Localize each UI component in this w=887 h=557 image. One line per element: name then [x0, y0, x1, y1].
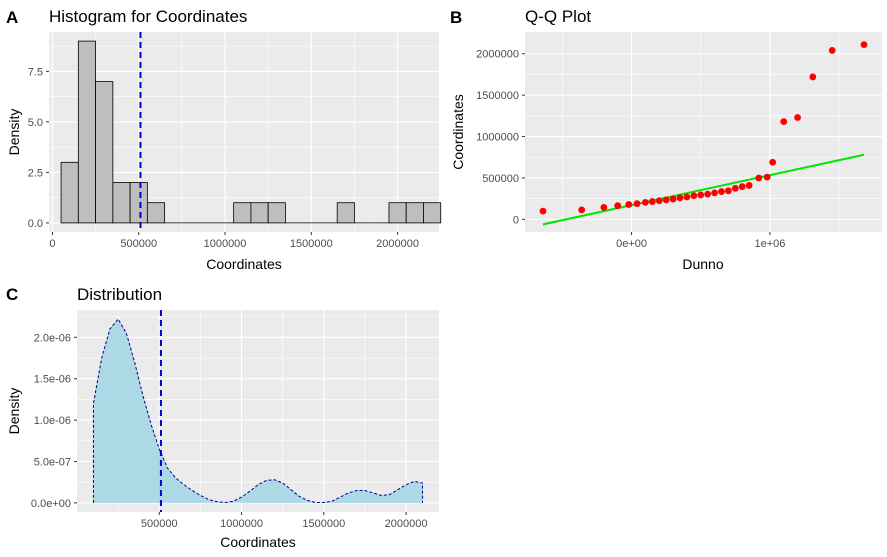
density-area: [92, 318, 424, 503]
qq-point: [683, 193, 691, 201]
qq-point: [690, 192, 698, 200]
qq-point: [860, 41, 868, 49]
y-tick-label: 1.0e-06: [34, 415, 71, 427]
y-tick-label: 1.5e-06: [34, 374, 71, 386]
panel-a-y-ticks: 0.0 2.5 5.0 7.5: [28, 66, 49, 230]
qq-point: [662, 196, 670, 204]
x-tick-label: 0: [49, 238, 55, 250]
qq-point: [711, 189, 718, 197]
qq-point: [539, 207, 547, 215]
qq-point: [625, 201, 633, 208]
panel-label-b: B: [450, 8, 462, 27]
qq-point: [704, 190, 712, 198]
qq-point: [633, 200, 641, 208]
qq-point: [718, 188, 725, 196]
x-tick-label: 2000000: [385, 518, 428, 530]
qq-point: [669, 195, 677, 203]
y-tick-label: 5.0: [28, 117, 43, 129]
panel-c-gridlines: [77, 310, 439, 512]
x-tick-label: 500000: [120, 238, 157, 250]
y-tick-label: 0.0e+00: [31, 498, 71, 510]
panel-c-title: Distribution: [77, 285, 162, 304]
panel-b-x-axis-title: Dunno: [682, 256, 723, 272]
panel-b-y-axis-title: Coordinates: [450, 94, 466, 170]
panel-a-x-axis-title: Coordinates: [206, 256, 282, 272]
qq-point: [578, 206, 586, 214]
x-tick-label: 1500000: [302, 518, 345, 530]
histogram-bar: [423, 202, 442, 224]
panel-b-y-ticks: 0 500000 1000000 1500000 2000000: [476, 49, 525, 226]
x-tick-label: 1000000: [204, 238, 247, 250]
qq-point: [600, 203, 608, 211]
qq-points: [539, 41, 868, 215]
qq-point: [828, 47, 836, 54]
density-fill: [93, 319, 423, 503]
histogram-bar: [95, 81, 114, 224]
y-tick-label: 500000: [482, 173, 519, 185]
panel-label-c: C: [6, 285, 18, 304]
qq-point: [769, 158, 777, 166]
histogram-bar: [112, 182, 131, 224]
qq-reference-line: [542, 153, 865, 226]
qq-point: [676, 194, 684, 202]
reference-line: [542, 153, 865, 226]
panel-c-y-ticks: 0.0e+00 5.0e-07 1.0e-06 1.5e-06 2.0e-06: [31, 332, 77, 510]
qq-point: [648, 198, 656, 205]
histogram-bar: [388, 202, 407, 224]
histogram-bar: [336, 202, 355, 224]
x-tick-label: 500000: [141, 518, 178, 530]
panel-b: B Q-Q Plot 0e+00 1e+06 0 500000 1000000 …: [450, 7, 882, 272]
x-tick-label: 1000000: [220, 518, 263, 530]
qq-point: [794, 114, 801, 121]
x-tick-label: 1500000: [290, 238, 333, 250]
y-tick-label: 2000000: [476, 49, 519, 61]
qq-point: [697, 191, 705, 199]
panel-b-background: [525, 32, 882, 232]
panel-c: C Distribution 500000 1000000 1500000 20…: [6, 285, 439, 550]
y-tick-label: 2.5: [28, 167, 43, 179]
panel-a-y-axis-title: Density: [6, 109, 22, 156]
histogram-bar: [129, 182, 148, 224]
qq-point: [655, 197, 663, 205]
qq-point: [641, 198, 649, 206]
qq-point: [725, 187, 732, 195]
panel-a-x-ticks: 0 500000 1000000 1500000 2000000: [49, 232, 419, 250]
qq-point: [614, 202, 622, 210]
qq-point: [763, 173, 771, 181]
x-tick-label: 0e+00: [616, 238, 647, 250]
histogram-bar: [146, 202, 166, 224]
histogram-bar: [267, 202, 286, 224]
histogram-bar: [77, 40, 96, 224]
histogram-bar: [60, 161, 79, 224]
qq-point: [780, 118, 788, 126]
x-tick-label: 1e+06: [754, 238, 785, 250]
panel-a: A Histogram for Coordinates 0 500000 100…: [6, 7, 442, 272]
y-tick-label: 5.0e-07: [34, 457, 71, 469]
y-tick-label: 0: [513, 214, 519, 226]
panel-label-a: A: [6, 8, 18, 27]
qq-point: [738, 183, 746, 191]
panel-b-title: Q-Q Plot: [525, 7, 591, 26]
qq-point: [745, 182, 753, 189]
histogram-bar: [250, 202, 269, 224]
panel-c-x-axis-title: Coordinates: [220, 534, 296, 550]
histogram-bars: [60, 40, 442, 224]
panel-c-x-ticks: 500000 1000000 1500000 2000000: [141, 512, 428, 530]
qq-point: [731, 184, 739, 192]
histogram-bar: [405, 202, 424, 224]
panel-b-x-ticks: 0e+00 1e+06: [616, 232, 785, 250]
panel-c-y-axis-title: Density: [6, 388, 22, 435]
y-tick-label: 1000000: [476, 132, 519, 144]
histogram-bar: [233, 202, 252, 224]
y-tick-label: 2.0e-06: [34, 332, 71, 344]
y-tick-label: 1500000: [476, 90, 519, 102]
y-tick-label: 7.5: [28, 66, 43, 78]
panel-b-gridlines: [525, 32, 882, 232]
y-tick-label: 0.0: [28, 218, 43, 230]
panel-a-title: Histogram for Coordinates: [49, 7, 247, 26]
qq-point: [809, 73, 817, 81]
qq-point: [755, 174, 763, 182]
x-tick-label: 2000000: [376, 238, 419, 250]
